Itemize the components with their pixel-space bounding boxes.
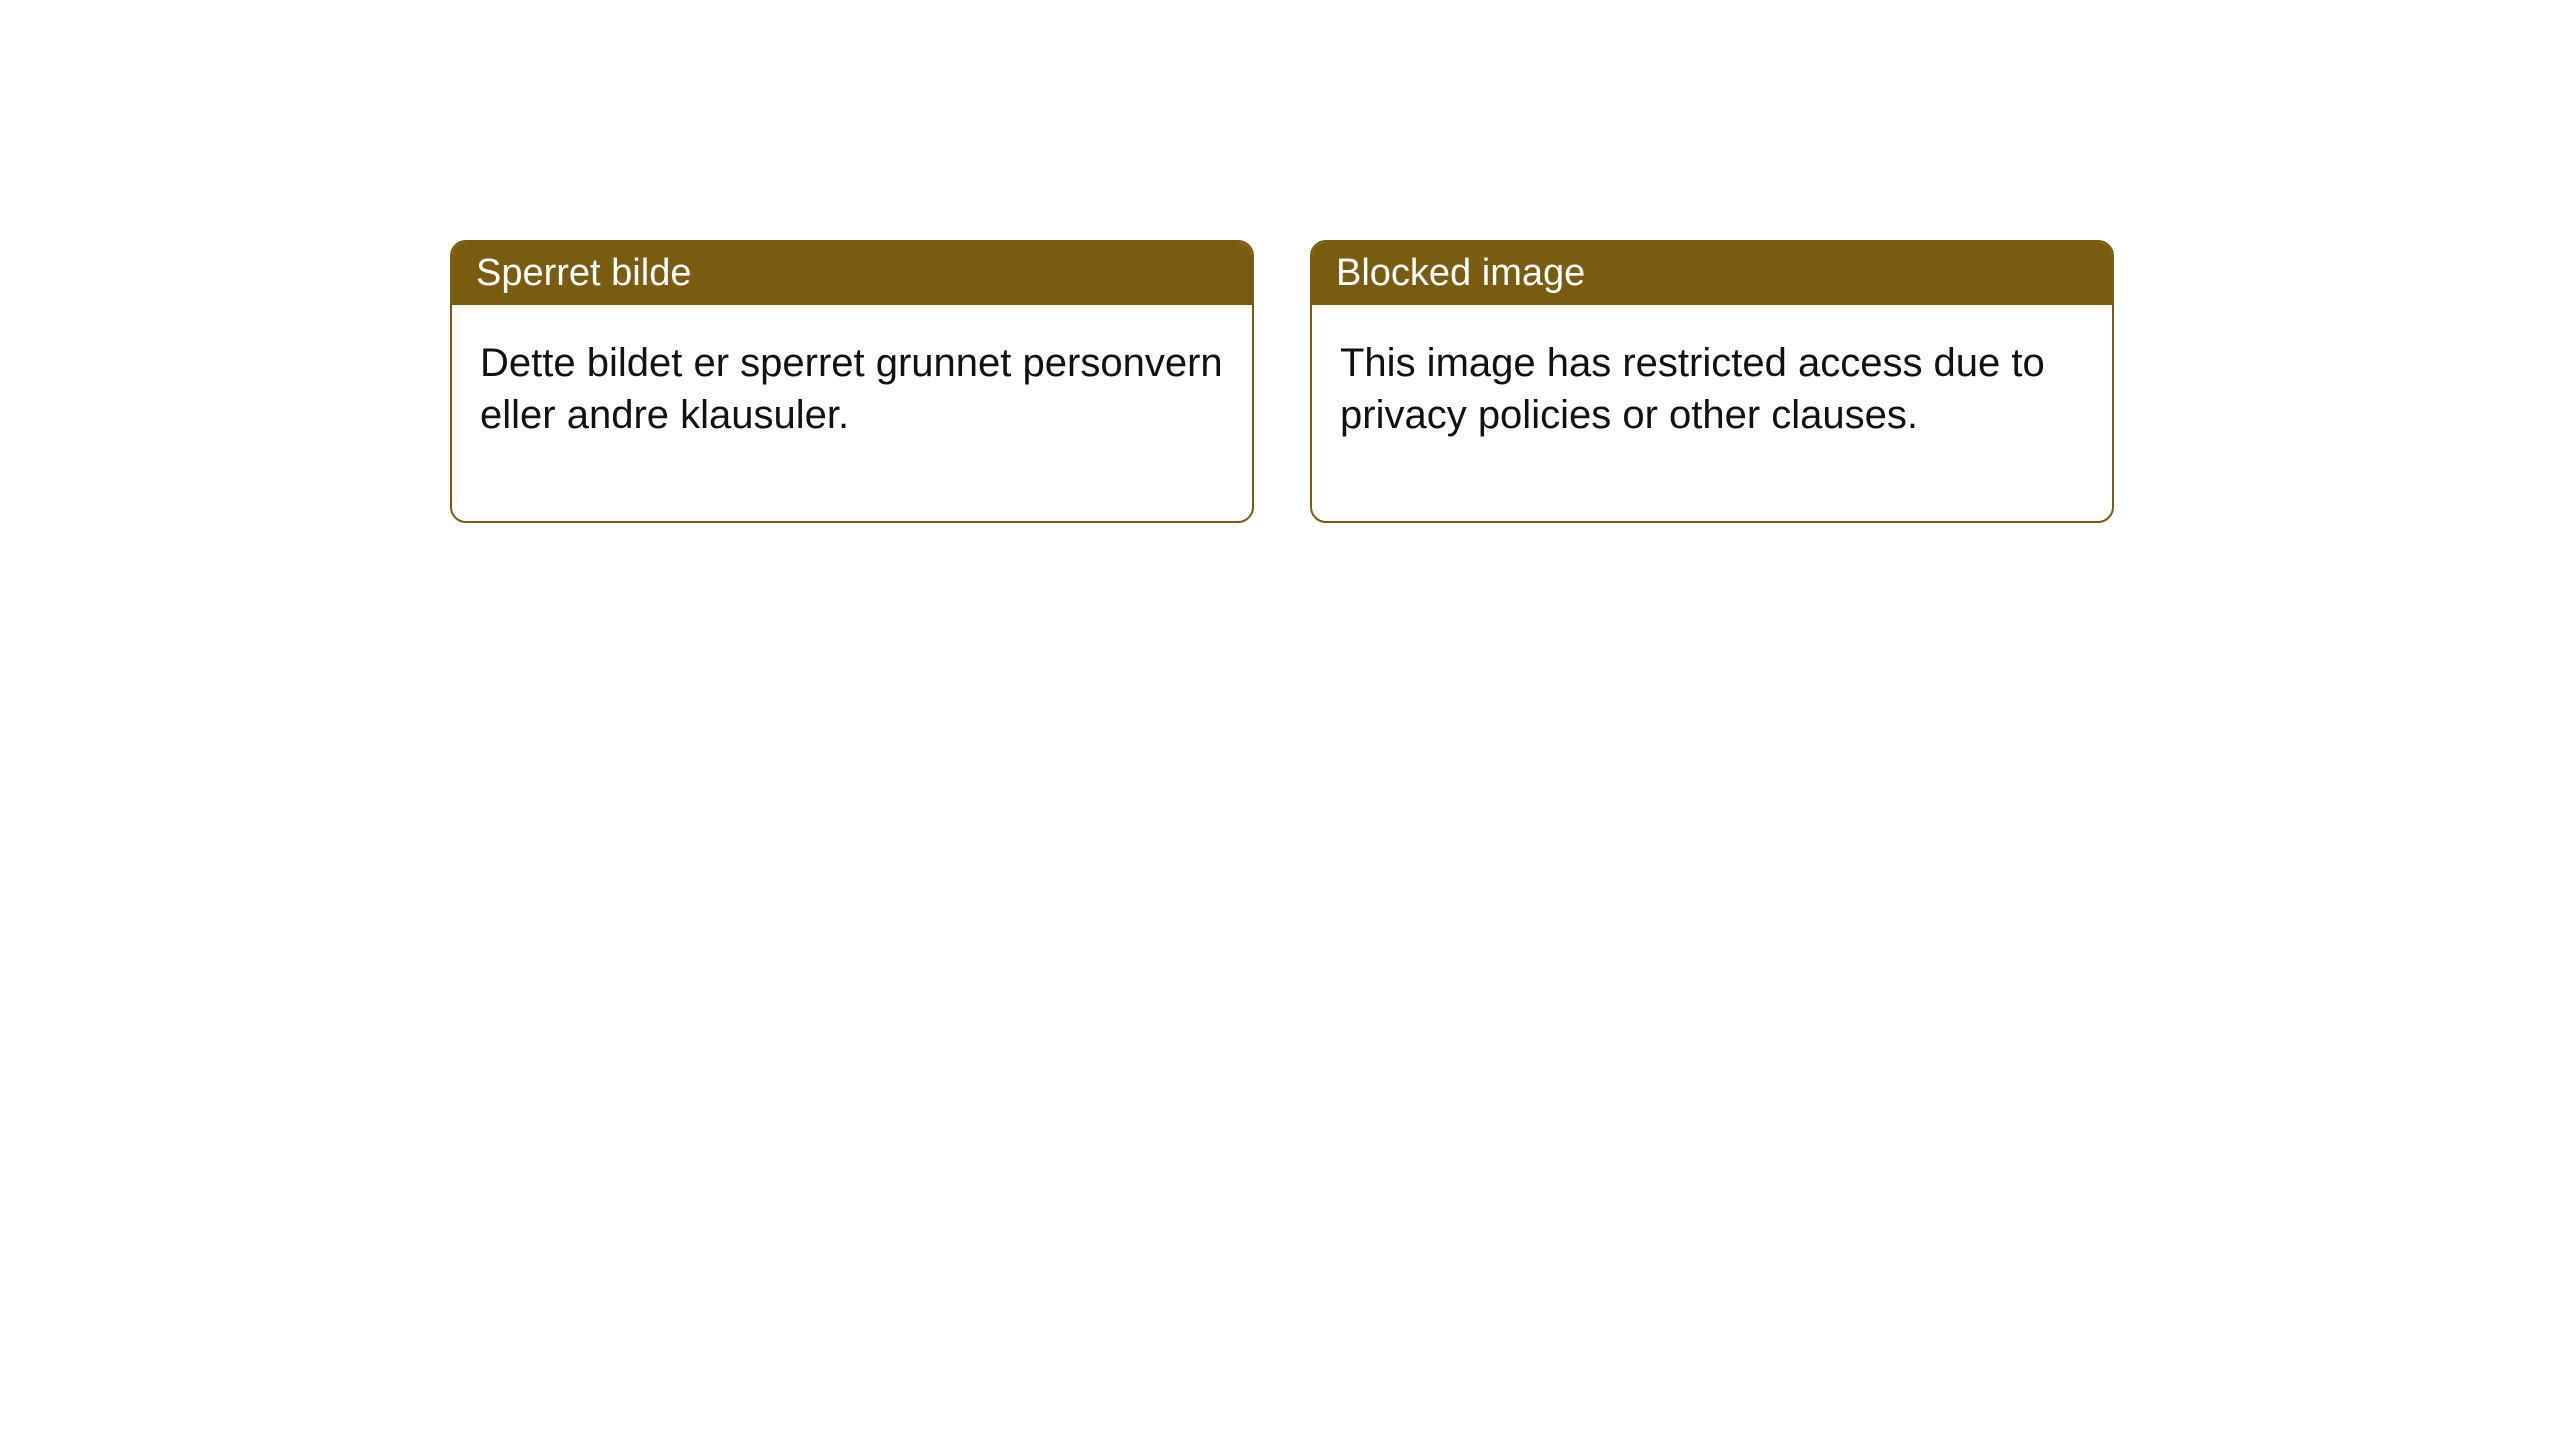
card-text-english: This image has restricted access due to … <box>1340 341 2045 437</box>
card-body-english: This image has restricted access due to … <box>1312 305 2112 521</box>
card-title-english: Blocked image <box>1336 252 1585 294</box>
notice-cards-container: Sperret bilde Dette bildet er sperret gr… <box>450 240 2114 523</box>
notice-card-english: Blocked image This image has restricted … <box>1310 240 2114 523</box>
card-body-norwegian: Dette bildet er sperret grunnet personve… <box>452 305 1252 521</box>
card-text-norwegian: Dette bildet er sperret grunnet personve… <box>480 341 1223 437</box>
card-title-norwegian: Sperret bilde <box>476 252 691 294</box>
notice-card-norwegian: Sperret bilde Dette bildet er sperret gr… <box>450 240 1254 523</box>
card-header-english: Blocked image <box>1312 242 2112 305</box>
card-header-norwegian: Sperret bilde <box>452 242 1252 305</box>
